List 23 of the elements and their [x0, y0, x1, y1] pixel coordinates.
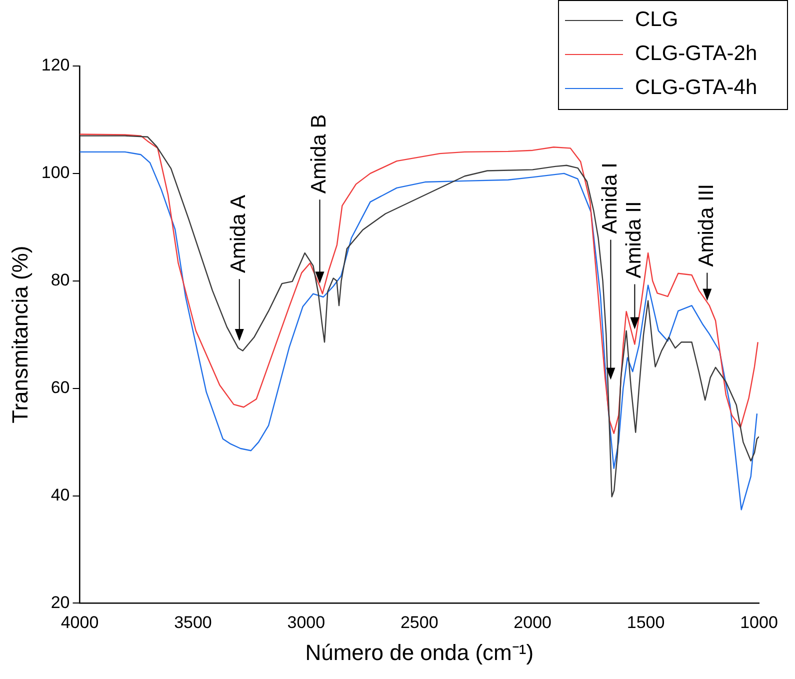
x-tick-label: 3500: [174, 613, 212, 632]
x-tick-label: 2500: [400, 613, 438, 632]
legend-label: CLG: [635, 8, 678, 32]
y-tick-label: 100: [41, 163, 70, 182]
y-tick-label: 60: [50, 378, 70, 398]
x-tick-label: 1000: [740, 613, 778, 632]
legend-label: CLG-GTA-4h: [635, 76, 758, 100]
x-tick-label: 4000: [60, 613, 99, 632]
annotation: Amida A: [227, 194, 250, 274]
x-tick-label: 3000: [287, 613, 326, 632]
y-tick-label: 20: [50, 592, 70, 612]
annotation: Amida II: [622, 201, 646, 278]
annotation: Amida III: [694, 184, 718, 267]
y-tick-label: 120: [41, 56, 70, 75]
legend-label: CLG-GTA-2h: [635, 42, 758, 66]
y-axis-title: Transmitancia (%): [7, 246, 32, 424]
x-tick-label: 2000: [514, 613, 552, 632]
annotation: Amida B: [308, 114, 331, 194]
annotation: Amida I: [598, 162, 622, 234]
y-tick-label: 40: [50, 485, 70, 504]
y-tick-label: 80: [50, 270, 70, 290]
x-tick-label: 1500: [626, 613, 665, 632]
x-axis-title: Número de onda (cm⁻¹): [305, 640, 534, 665]
